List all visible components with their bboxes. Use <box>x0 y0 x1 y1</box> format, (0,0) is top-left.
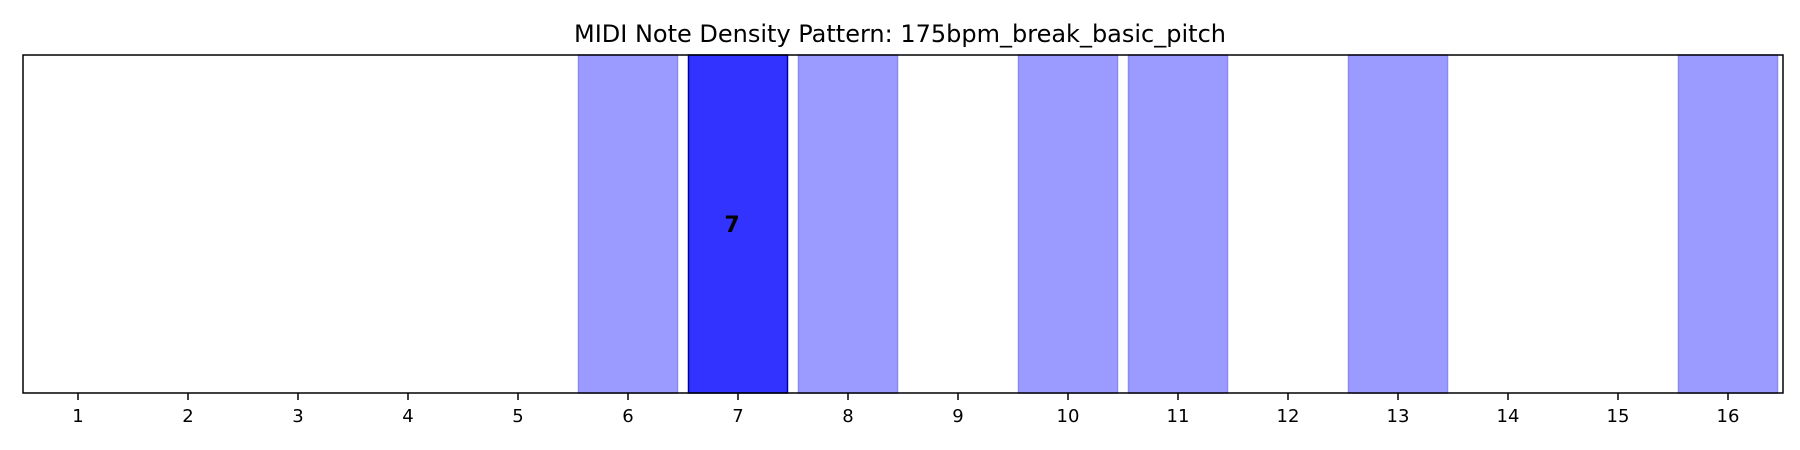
x-tick-label: 11 <box>1167 406 1190 427</box>
bar-step-7 <box>687 54 789 394</box>
bar-step-13 <box>1347 54 1449 394</box>
x-tick-label: 8 <box>842 406 853 427</box>
x-tick-label: 12 <box>1277 406 1300 427</box>
plot-frame <box>22 54 1784 394</box>
x-tick-label: 1 <box>72 406 83 427</box>
bar-step-11 <box>1127 54 1229 394</box>
x-tick-label: 15 <box>1607 406 1630 427</box>
x-tick-label: 2 <box>182 406 193 427</box>
x-tick-label: 4 <box>402 406 413 427</box>
bar-step-16 <box>1677 54 1779 394</box>
x-tick-label: 10 <box>1057 406 1080 427</box>
x-tick-label: 5 <box>512 406 523 427</box>
bar-step-10 <box>1017 54 1119 394</box>
x-tick-label: 16 <box>1717 406 1740 427</box>
bar-step-8 <box>797 54 899 394</box>
x-tick-label: 3 <box>292 406 303 427</box>
x-tick-label: 6 <box>622 406 633 427</box>
data-labels-group: 7 <box>724 213 739 238</box>
x-axis: 1 2 3 4 5 6 7 8 9 10 11 12 13 14 15 16 <box>72 393 1739 427</box>
x-tick-label: 9 <box>952 406 963 427</box>
data-label-step-7: 7 <box>724 213 739 238</box>
x-tick-label: 13 <box>1387 406 1410 427</box>
x-tick-label: 7 <box>732 406 743 427</box>
x-tick-label: 14 <box>1497 406 1520 427</box>
plot-area <box>23 55 1783 393</box>
bar-step-6 <box>577 54 679 394</box>
chart-title: MIDI Note Density Pattern: 175bpm_break_… <box>574 20 1226 48</box>
bars-group <box>577 54 1779 394</box>
